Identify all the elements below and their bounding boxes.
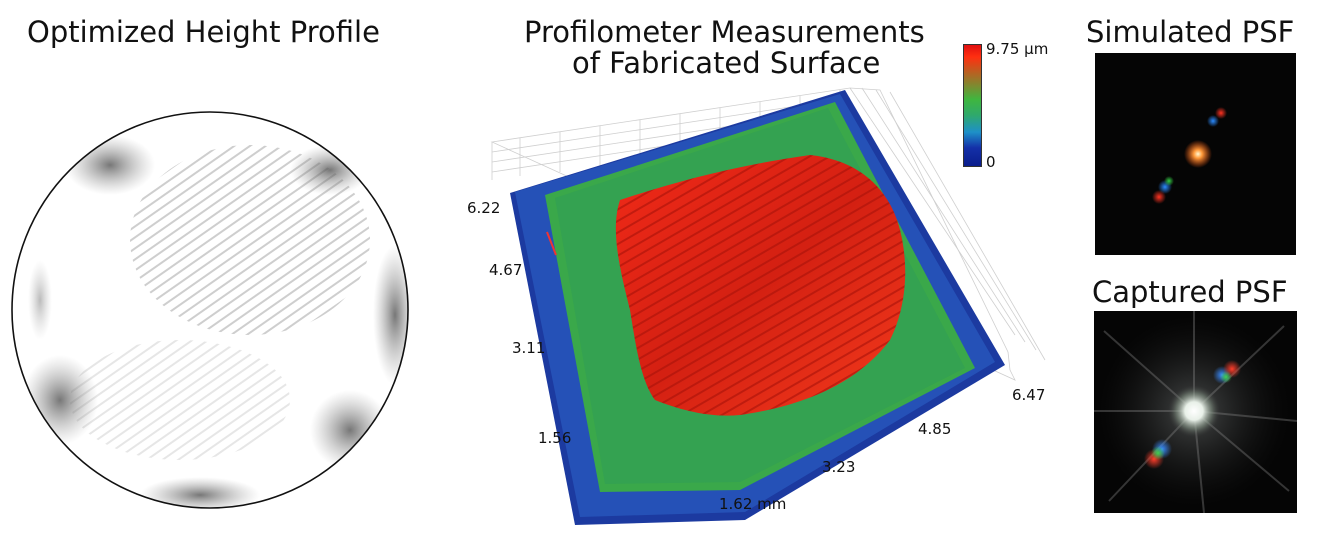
captured-psf-title: Captured PSF bbox=[1092, 275, 1288, 309]
profilometer-surface-plot bbox=[490, 87, 1046, 525]
profilometer-title-line1: Profilometer Measurements bbox=[524, 15, 925, 49]
y-tick-label: 1.56 bbox=[538, 429, 572, 447]
colorbar bbox=[963, 44, 982, 167]
x-tick-label: 3.23 bbox=[822, 458, 856, 476]
height-profile-image bbox=[11, 111, 409, 509]
x-tick-label: 1.62 mm bbox=[719, 495, 787, 513]
colorbar-max-label: 9.75 µm bbox=[986, 40, 1049, 58]
profilometer-title-line2: of Fabricated Surface bbox=[572, 46, 881, 80]
colorbar-min-label: 0 bbox=[986, 153, 996, 171]
y-tick-label: 4.67 bbox=[489, 261, 523, 279]
height-profile-title: Optimized Height Profile bbox=[27, 15, 380, 49]
y-tick-label: 6.22 bbox=[467, 199, 501, 217]
simulated-psf-title: Simulated PSF bbox=[1086, 15, 1295, 49]
captured-psf-image bbox=[1094, 311, 1297, 513]
x-tick-label: 4.85 bbox=[918, 420, 952, 438]
y-tick-label: 3.11 bbox=[512, 339, 546, 357]
simulated-psf-image bbox=[1095, 53, 1296, 255]
x-tick-label: 6.47 bbox=[1012, 386, 1046, 404]
